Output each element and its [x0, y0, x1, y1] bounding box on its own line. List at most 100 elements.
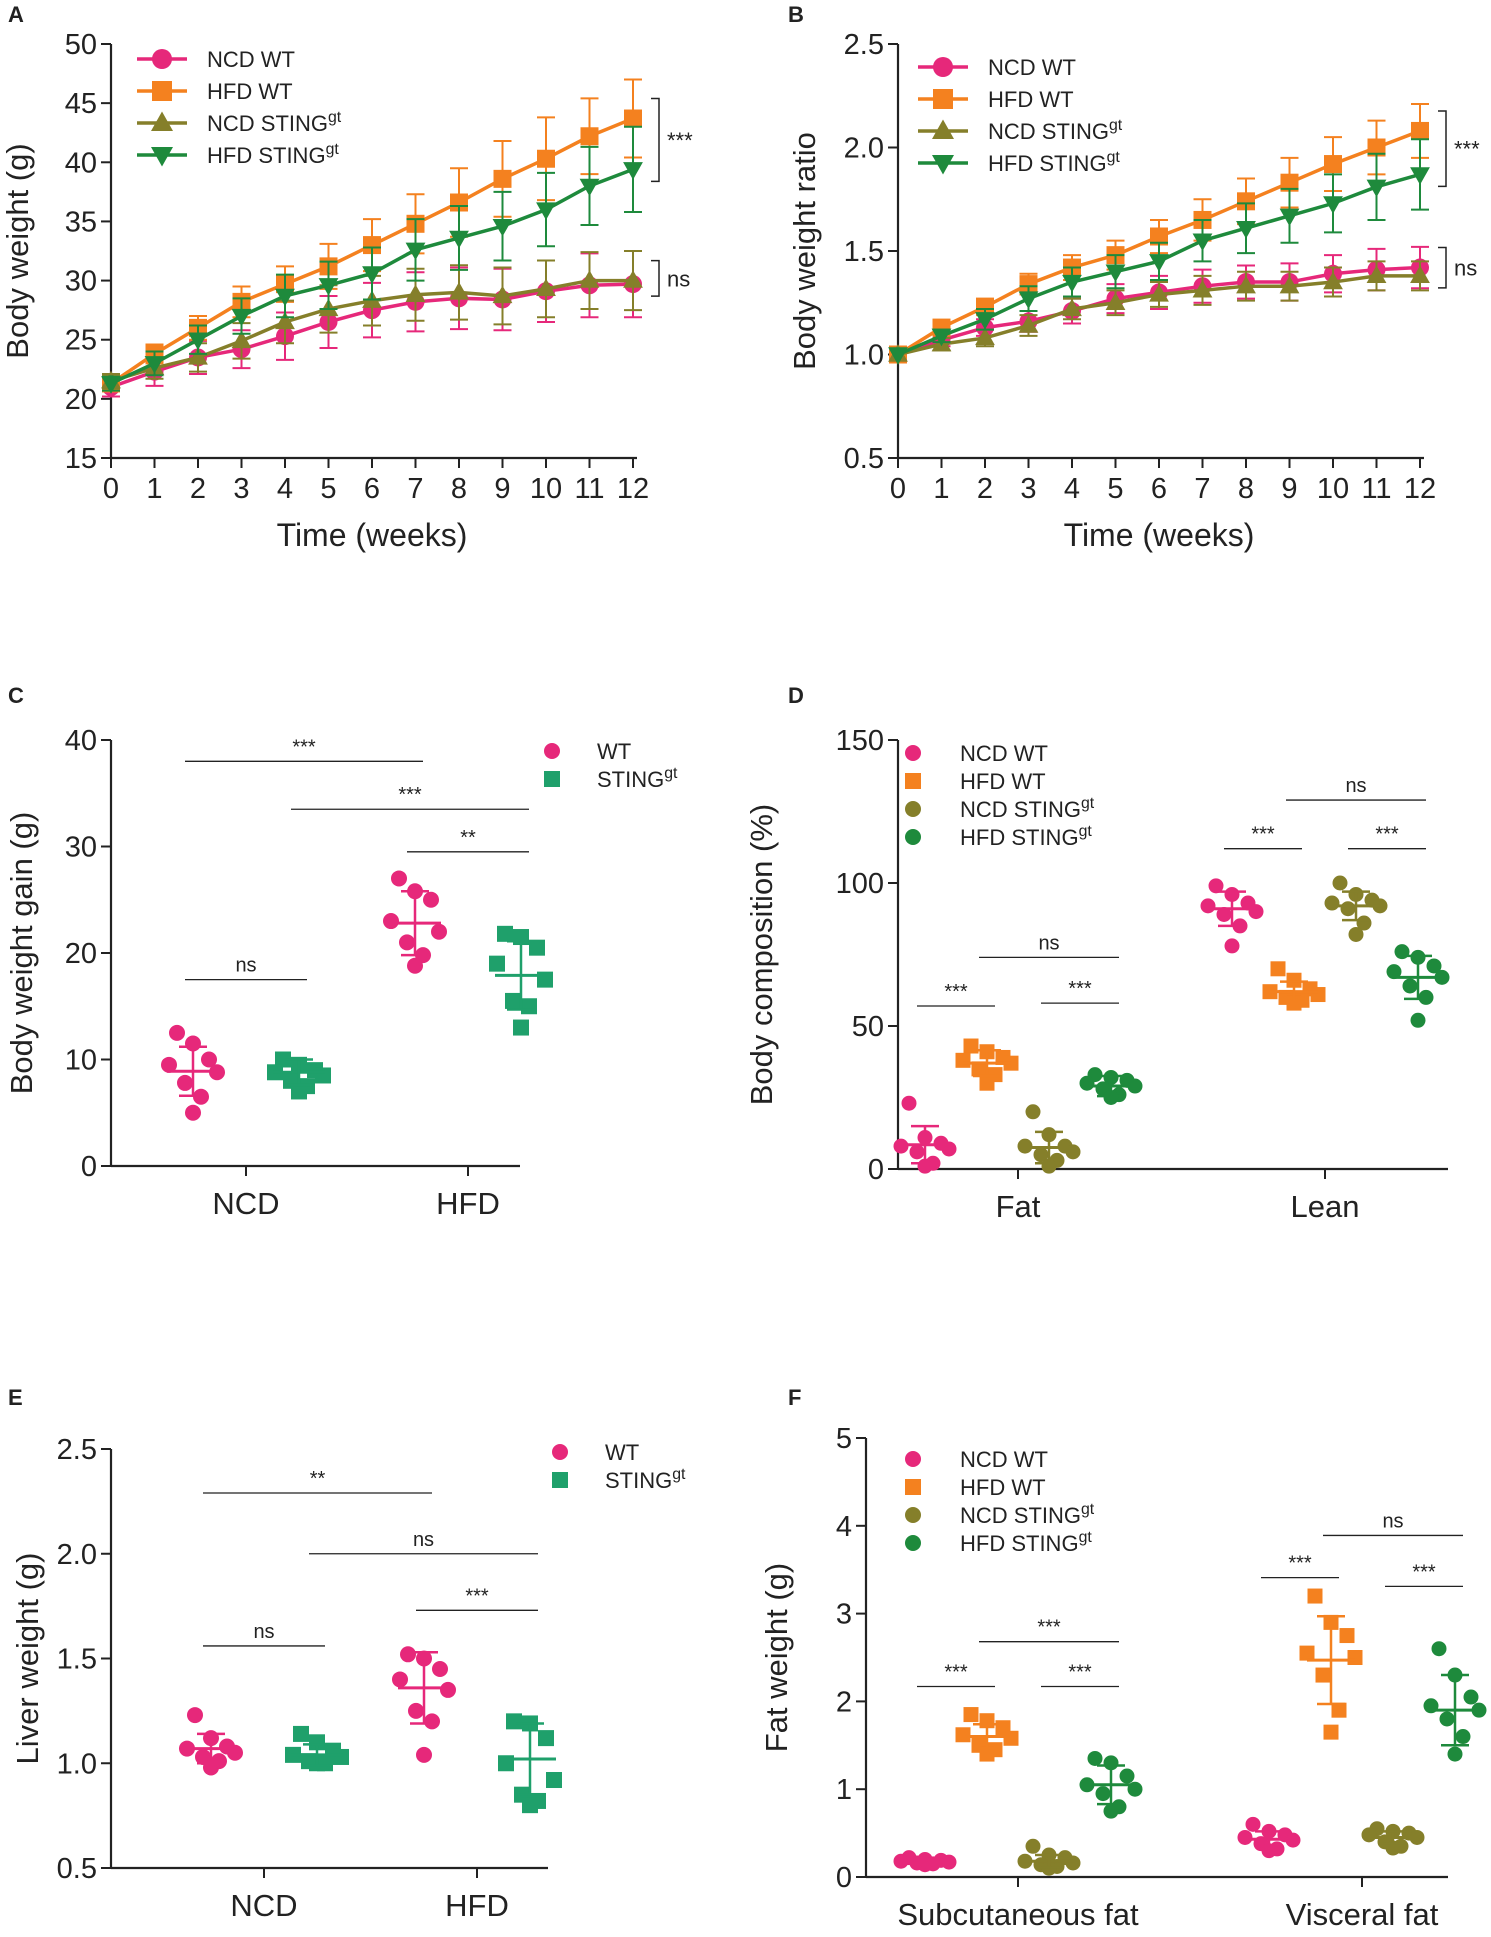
data-point [1087, 1750, 1103, 1766]
data-point [449, 230, 469, 249]
legend-marker [905, 801, 921, 817]
legend-label: NCD WT [207, 47, 295, 72]
data-point [975, 327, 995, 346]
significance-label: ns [253, 1621, 274, 1643]
significance-label: *** [398, 784, 422, 806]
x-tick-label: Subcutaneous fat [897, 1897, 1139, 1932]
significance-label: *** [667, 128, 693, 153]
data-point [201, 1051, 217, 1068]
significance-label: ns [1454, 256, 1477, 281]
dot-group [267, 1051, 331, 1100]
significance-bracket [1438, 110, 1447, 188]
y-tick-label: 100 [836, 868, 884, 900]
data-point [424, 1713, 440, 1730]
x-tick-label: NCD [230, 1888, 297, 1923]
data-point [1192, 279, 1213, 298]
data-point [161, 1056, 177, 1073]
data-point [1455, 1729, 1471, 1745]
series-ncd-sting [888, 260, 1430, 362]
data-point [522, 1797, 538, 1814]
data-point [1411, 121, 1429, 140]
panel-label: A [8, 2, 24, 27]
legend-marker [544, 743, 560, 759]
y-tick-label: 0 [81, 1151, 97, 1183]
legend-label-text: NCD STING [988, 119, 1109, 144]
legend-marker [544, 771, 560, 787]
legend-label-text: HFD WT [960, 1475, 1046, 1500]
data-point [408, 1702, 424, 1719]
data-point [1347, 1650, 1363, 1665]
data-point [1079, 1075, 1095, 1091]
dot-group [955, 1707, 1019, 1762]
data-point [1105, 292, 1126, 310]
data-point [536, 278, 556, 297]
legend-marker [152, 49, 172, 69]
data-point [231, 330, 252, 349]
data-point [1237, 192, 1255, 211]
data-point [405, 242, 426, 261]
y-axis-label: Body weight ratio [787, 132, 822, 370]
x-tick-label: 6 [1151, 473, 1167, 505]
data-point [275, 311, 295, 330]
significance-label: *** [1454, 137, 1480, 162]
data-point [1062, 298, 1082, 317]
legend-label-text: NCD STING [960, 797, 1081, 822]
data-point [529, 939, 545, 956]
data-point [449, 282, 469, 300]
data-point [362, 266, 382, 284]
legend-label: STINGgt [597, 765, 678, 792]
dot-group [179, 1707, 243, 1776]
y-tick-label: 20 [65, 938, 97, 970]
data-point [579, 270, 600, 288]
dot-group [1200, 878, 1264, 954]
y-tick-label: 25 [65, 325, 97, 357]
legend-marker [151, 111, 173, 131]
x-tick-label: 7 [1194, 473, 1210, 505]
legend-label-sup: gt [1081, 1501, 1095, 1518]
y-tick-label: 1 [836, 1774, 852, 1806]
data-point [315, 1067, 331, 1084]
data-point [624, 109, 642, 128]
legend-label: HFD STINGgt [960, 1529, 1092, 1556]
y-axis-label: Body weight (g) [0, 143, 35, 358]
legend-label-sup: gt [1107, 149, 1121, 166]
legend-label-text: NCD STING [207, 111, 328, 136]
data-point [1463, 1689, 1479, 1705]
dot-group [1237, 1816, 1301, 1859]
x-axis-label: Time (weeks) [277, 517, 468, 553]
data-point [423, 891, 439, 908]
dot-group [1423, 1641, 1487, 1762]
legend-label-text: HFD WT [207, 79, 293, 104]
data-point [1216, 906, 1232, 922]
legend-marker [905, 745, 921, 761]
data-point [431, 923, 447, 940]
data-point [1307, 1588, 1323, 1604]
data-point [1018, 291, 1039, 309]
data-point [1149, 284, 1169, 302]
data-point [492, 285, 513, 304]
legend-label-text: WT [605, 1440, 639, 1465]
data-point [1386, 964, 1402, 980]
x-tick-label: 2 [977, 473, 993, 505]
data-point [1324, 155, 1342, 174]
panel-label: F [788, 1385, 801, 1410]
data-point [275, 288, 295, 307]
y-axis-label: Body composition (%) [744, 804, 779, 1106]
legend-marker [905, 1479, 921, 1495]
panel-label: E [8, 1385, 23, 1410]
legend-label: HFD WT [960, 769, 1046, 794]
data-point [1150, 227, 1168, 246]
dot-group [1361, 1821, 1425, 1856]
legend-label: NCD WT [960, 1447, 1048, 1472]
data-point [177, 1074, 193, 1091]
y-tick-label: 15 [65, 443, 97, 475]
x-axis-label: Time (weeks) [1064, 517, 1255, 553]
significance-label: ** [310, 1468, 326, 1490]
data-point [399, 934, 415, 951]
dot-group [1079, 1067, 1143, 1105]
x-tick-label: 1 [933, 473, 949, 505]
x-tick-label: 0 [103, 473, 119, 505]
legend-label-text: HFD STING [960, 825, 1079, 850]
dot-group [1017, 1838, 1081, 1876]
significance-label: *** [1375, 824, 1399, 846]
